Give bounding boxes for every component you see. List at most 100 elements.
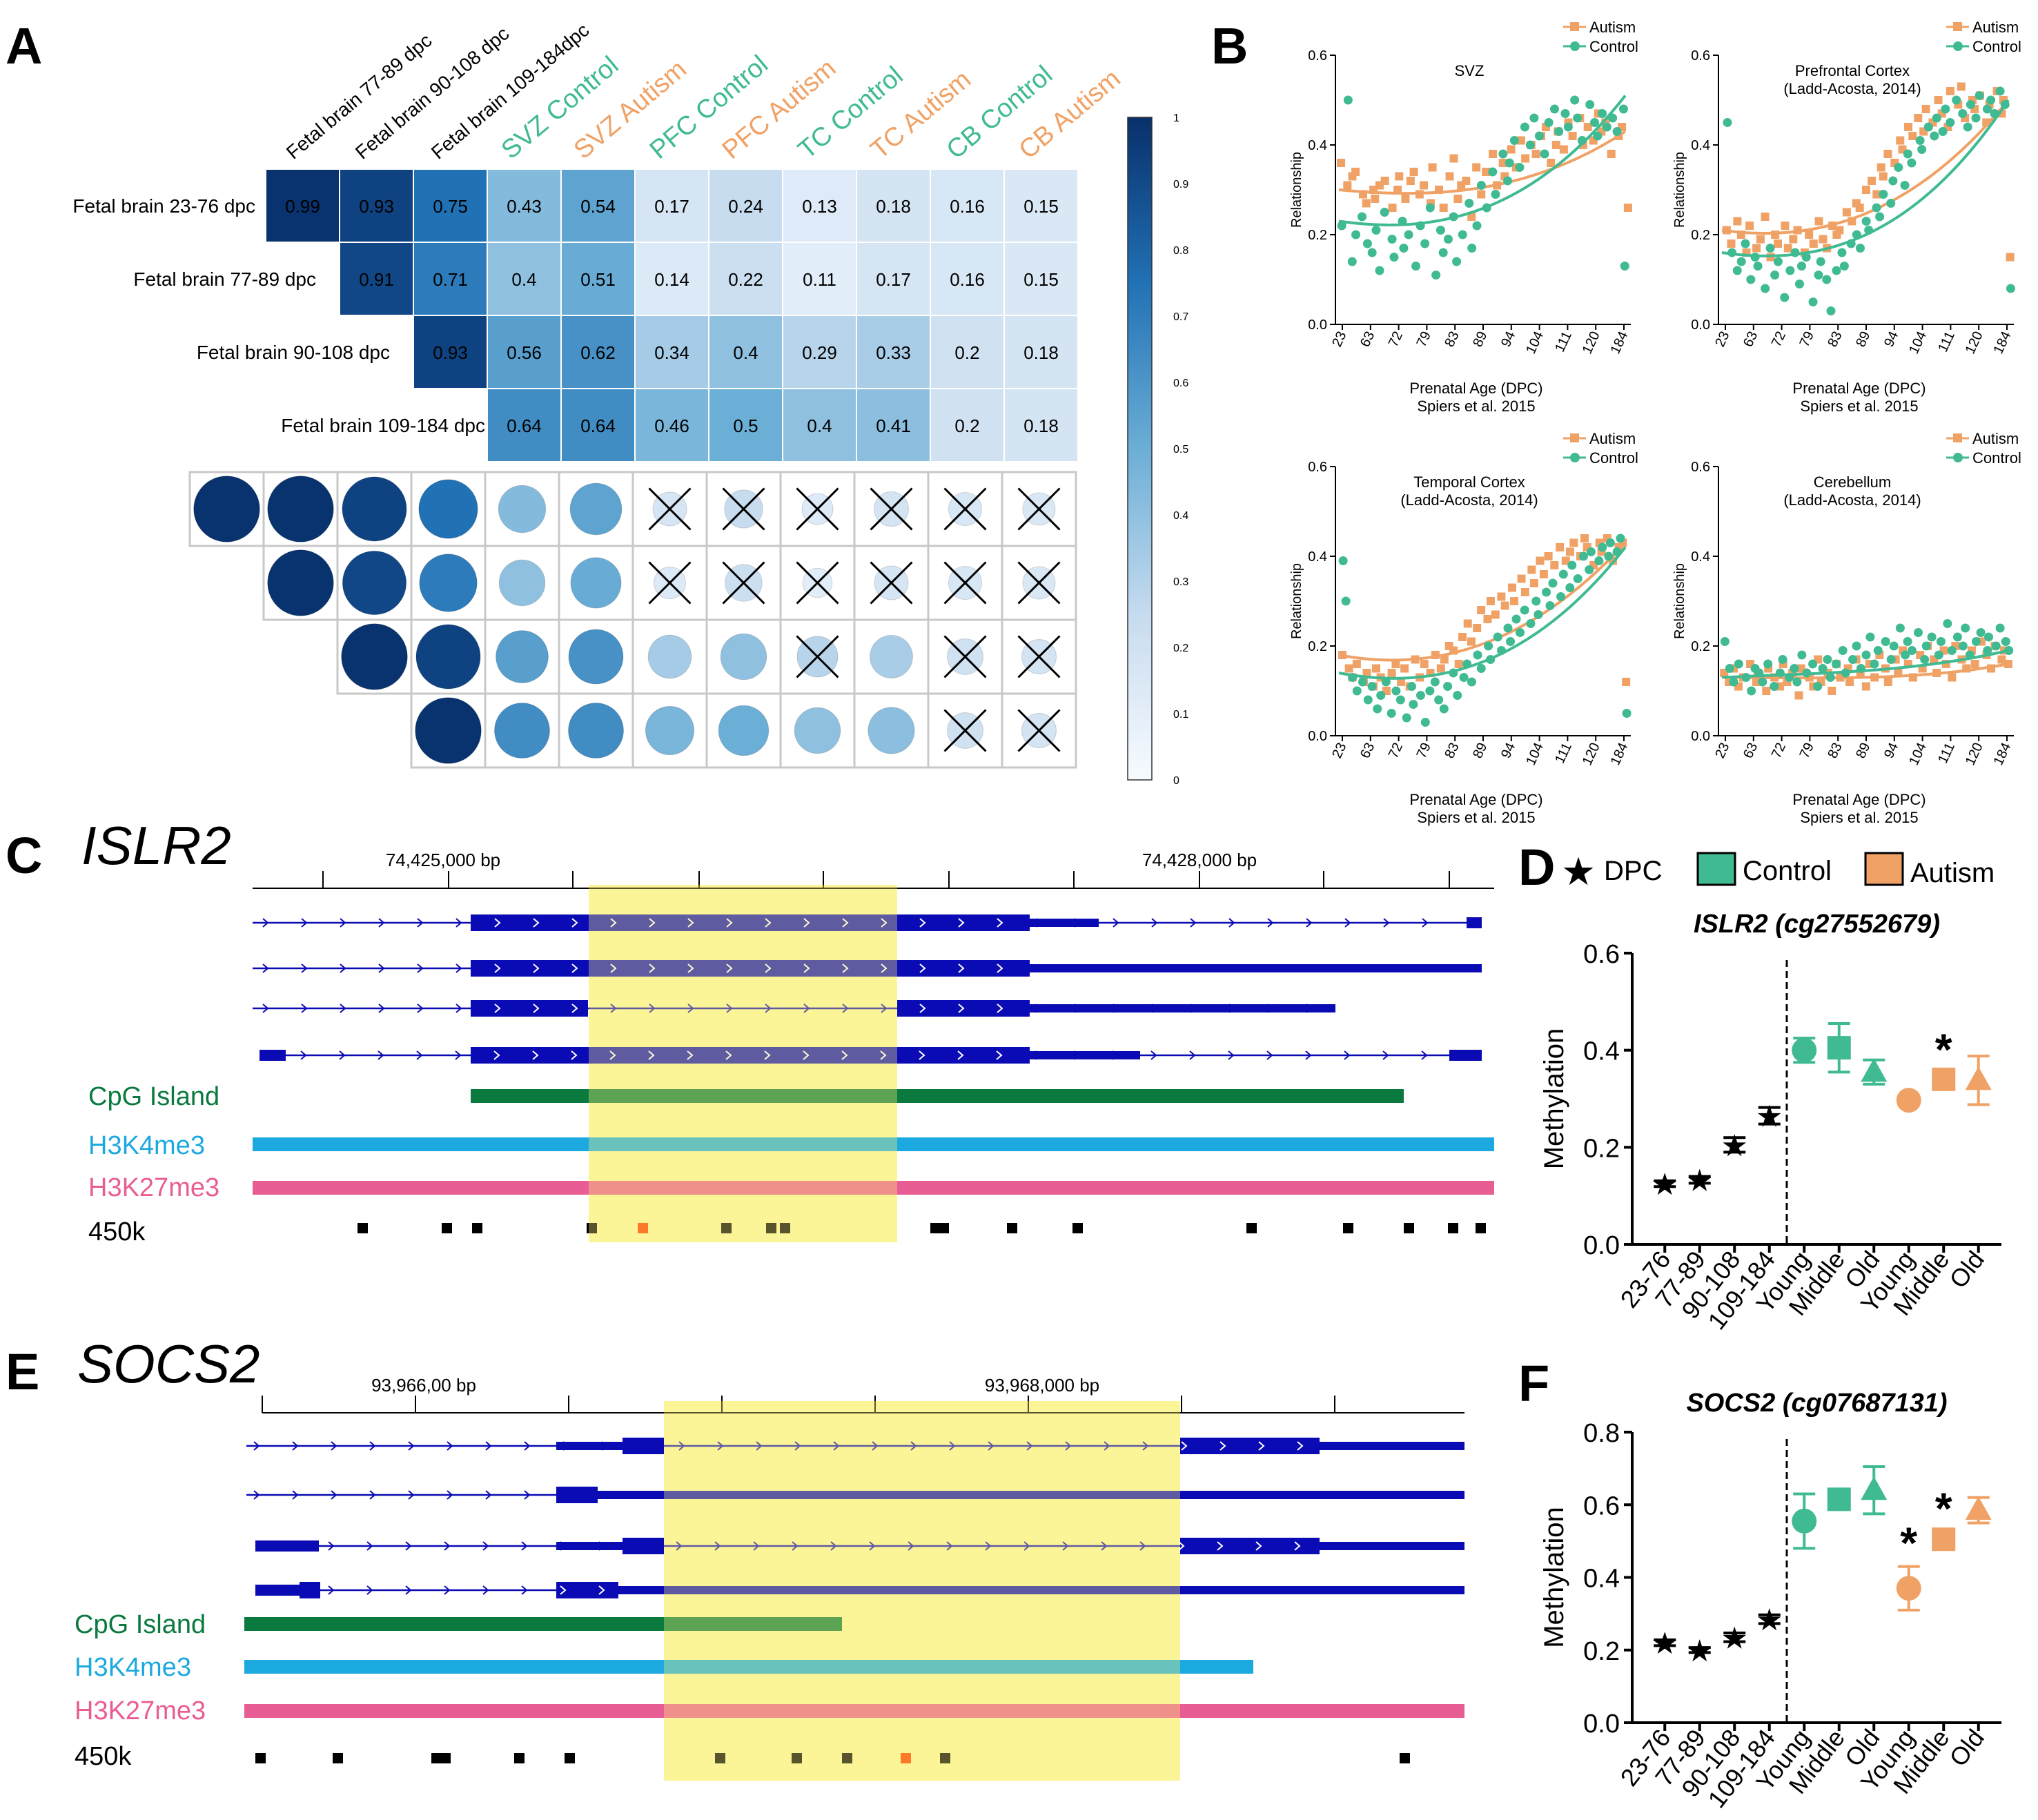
data-point-control <box>1563 122 1573 132</box>
colorbar-gradient <box>1127 117 1153 781</box>
data-point-control <box>1526 619 1536 628</box>
data-point-autism <box>1819 235 1828 244</box>
track-label-cpg: CpG Island <box>88 1082 219 1111</box>
data-point-autism <box>1877 163 1885 172</box>
data-point-autism <box>1343 181 1352 190</box>
data-point-control <box>1473 650 1482 660</box>
heatmap-value: 0.18 <box>876 196 911 217</box>
correlation-circle <box>870 635 913 678</box>
strand-arrow <box>1306 918 1313 928</box>
y-tick-label: 0.4 <box>1583 1037 1620 1066</box>
data-point-autism <box>1352 660 1361 668</box>
strand-arrow <box>408 1441 415 1451</box>
data-point-autism <box>1507 583 1516 592</box>
data-point-control <box>1848 655 1858 664</box>
data-point-autism <box>1559 145 1568 154</box>
gene-name: ISLR2 <box>81 815 231 876</box>
data-point-control <box>1520 122 1529 132</box>
strand-arrow <box>1074 918 1081 928</box>
strand-arrow <box>494 1004 501 1013</box>
data-point-autism <box>1789 235 1798 244</box>
strand-arrow <box>521 1541 528 1551</box>
strand-arrow <box>687 963 694 973</box>
strand-arrow <box>331 1441 337 1451</box>
strand-arrow <box>1104 1441 1110 1451</box>
data-point-control <box>1917 145 1927 154</box>
legend-label-autism: Autism <box>1910 858 1995 888</box>
colorbar-tick-label: 0.6 <box>1173 378 1188 389</box>
correlation-circle <box>193 476 260 542</box>
x-tick-label: 72 <box>1769 741 1789 761</box>
strand-arrow <box>841 1050 848 1060</box>
data-point-autism <box>1883 678 1892 686</box>
data-point-control <box>1794 280 1804 288</box>
strand-arrow <box>687 1050 694 1060</box>
probe-marker <box>940 1753 950 1763</box>
probe-markers <box>255 1753 1410 1763</box>
data-point-control <box>1352 686 1362 696</box>
data-point-control <box>1436 226 1445 235</box>
fit-line-autism <box>1721 663 2009 680</box>
correlation-circle <box>498 559 546 607</box>
data-point-control <box>1516 628 1525 637</box>
data-point-autism <box>1957 82 1966 91</box>
strand-arrow <box>571 1004 578 1013</box>
data-point-control <box>1548 578 1558 588</box>
x-tick-label: 184 <box>1990 741 2014 768</box>
data-point-autism <box>1498 159 1507 167</box>
data-point-control <box>1886 199 1896 208</box>
strand-arrow <box>417 963 424 973</box>
ruler-label: 93,968,000 bp <box>985 1375 1099 1396</box>
strand-arrow <box>610 918 617 928</box>
panel-c-gene-track: ISLR2 74,425,000 bp 74,428,000 bp <box>81 815 1494 1246</box>
data-point-control <box>1725 664 1734 673</box>
y-tick-label: 0.4 <box>1583 1565 1620 1594</box>
strand-arrow <box>881 1004 888 1013</box>
data-point-control <box>1556 592 1566 601</box>
data-point-autism <box>1896 1576 1921 1601</box>
strand-arrow <box>649 918 656 928</box>
plot-subtitle: (Ladd-Acosta, 2014) <box>1783 491 1921 509</box>
data-point-control <box>2001 637 2010 646</box>
strand-arrow <box>1190 918 1197 928</box>
strand-arrow <box>262 918 269 928</box>
data-point-autism <box>1516 136 1525 145</box>
x-tick-label: 72 <box>1386 329 1406 349</box>
data-point-autism <box>1904 123 1913 131</box>
data-point-control <box>1971 113 1981 123</box>
data-point-autism <box>1489 150 1498 158</box>
data-point-control <box>1420 718 1430 727</box>
data-point-control <box>1825 673 1835 682</box>
data-point-control <box>1975 91 1984 100</box>
strand-arrow <box>1151 918 1158 928</box>
strand-arrow <box>328 1541 335 1551</box>
data-point-control <box>1381 677 1391 687</box>
y-tick-label: 0.0 <box>1583 1710 1620 1739</box>
strand-arrow <box>1228 918 1235 928</box>
strand-arrow <box>598 1585 605 1595</box>
strand-arrow <box>726 963 733 973</box>
data-point-control <box>1872 203 1881 213</box>
x-tick-label: 79 <box>1797 329 1817 349</box>
strand-arrow <box>1228 1050 1235 1060</box>
heatmap-value: 0.54 <box>580 196 616 217</box>
data-point-control <box>1380 208 1389 217</box>
probe-marker <box>1400 1753 1410 1763</box>
data-point-control <box>1838 646 1848 655</box>
strand-arrow <box>493 1050 500 1060</box>
data-point-control <box>1565 583 1575 592</box>
data-point-control <box>1515 163 1525 172</box>
strand-arrow <box>687 918 694 928</box>
data-point-control <box>1467 244 1477 253</box>
data-point-control <box>1341 596 1351 606</box>
strand-arrow <box>637 1541 644 1551</box>
ruler-label: 93,966,00 bp <box>371 1375 476 1396</box>
data-point-control <box>1729 677 1738 687</box>
heatmap-cell <box>560 315 636 389</box>
colorbar-tick-label: 0.2 <box>1173 643 1188 654</box>
strand-arrow <box>253 1441 260 1451</box>
y-tick-label: 0.2 <box>1583 1637 1620 1666</box>
strand-arrow <box>1181 1441 1188 1451</box>
heatmap-value: 0.64 <box>507 415 542 436</box>
data-point-autism <box>1845 678 1854 686</box>
